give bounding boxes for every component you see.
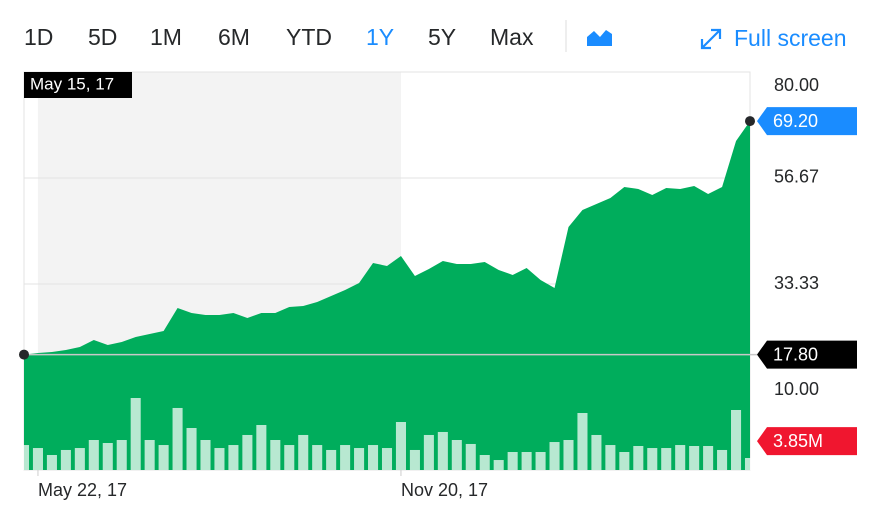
volume-bar [675,445,686,470]
volume-bar [563,440,574,470]
volume-bar [116,440,127,470]
y-tick-label: 80.00 [774,75,819,95]
volume-bar [144,440,155,470]
volume-bar [102,443,113,470]
volume-bar [605,445,616,470]
range-button[interactable]: 1M [150,24,182,50]
volume-bar [479,455,490,470]
volume-bar [493,460,504,470]
volume-bar [507,452,518,470]
area-icon [587,30,612,46]
volume-bar [340,445,351,470]
volume-bar [298,434,309,470]
price-tag-label: 3.85M [773,431,823,451]
volume-bar [381,448,393,470]
range-button[interactable]: Max [490,24,534,50]
volume-bar [633,446,644,470]
volume-bar [549,442,560,470]
volume-bar [409,449,420,470]
volume-bar [214,448,225,470]
x-tick-label: Nov 20, 17 [401,480,488,500]
expand-arrows [700,28,722,50]
volume-bar [312,445,323,470]
y-tick-label: 33.33 [774,273,819,293]
range-button[interactable]: YTD [286,24,332,50]
volume-bar [46,455,57,470]
y-tick-label: 56.67 [774,167,819,187]
volume-bar [18,445,30,470]
volume-bar [74,448,85,470]
price-area [24,121,750,470]
range-button[interactable]: 5Y [428,24,456,50]
range-button[interactable]: 5D [88,24,117,50]
range-button[interactable]: 6M [218,24,250,50]
volume-bar [744,458,756,470]
y-tick-label: 10.00 [774,379,819,399]
date-tooltip: May 15, 17 [30,74,114,93]
x-tick-label: May 22, 17 [38,480,127,500]
volume-bar [619,452,630,470]
fullscreen-icon[interactable] [700,28,722,50]
volume-bar [647,448,658,470]
volume-bar [591,434,602,470]
volume-bar [284,445,295,470]
date-tooltip-bg [24,72,132,98]
chart-type-icon[interactable] [587,30,612,46]
volume-bar [521,452,532,470]
volume-bar [689,446,700,470]
volume-bar [703,446,714,470]
volume-bar [423,434,434,470]
price-tag [757,340,857,369]
full-screen-button[interactable]: Full screen [734,25,846,51]
volume-bar [395,422,406,470]
volume-bar [354,448,365,470]
volume-bar [465,443,476,470]
volume-bar [661,448,672,470]
range-button[interactable]: 1Y [366,24,394,50]
price-tag [757,427,857,456]
volume-bar [717,449,728,470]
volume-bar [200,440,211,470]
volume-bar [731,410,742,470]
volume-bar [535,452,546,470]
volume-bar [256,425,267,470]
volume-bar [451,440,462,470]
price-tag [757,107,857,136]
volume-bar [228,445,239,470]
volume-bar [130,398,141,470]
volume-bar [186,428,197,470]
volume-bar [368,445,379,470]
volume-bar [60,449,71,470]
start-dot [19,349,29,360]
volume-bar [172,407,183,470]
volume-bar [270,440,281,470]
volume-bar [88,440,99,470]
volume-bar [437,431,448,470]
volume-bar [32,448,43,470]
volume-bar [158,445,169,470]
volume-bar [326,449,337,470]
volume-bar [577,413,588,470]
price-tag-label: 69.20 [773,111,818,131]
last-dot [745,116,755,127]
range-button[interactable]: 1D [24,24,53,50]
volume-bar [242,434,253,470]
price-tag-label: 17.80 [773,344,818,364]
